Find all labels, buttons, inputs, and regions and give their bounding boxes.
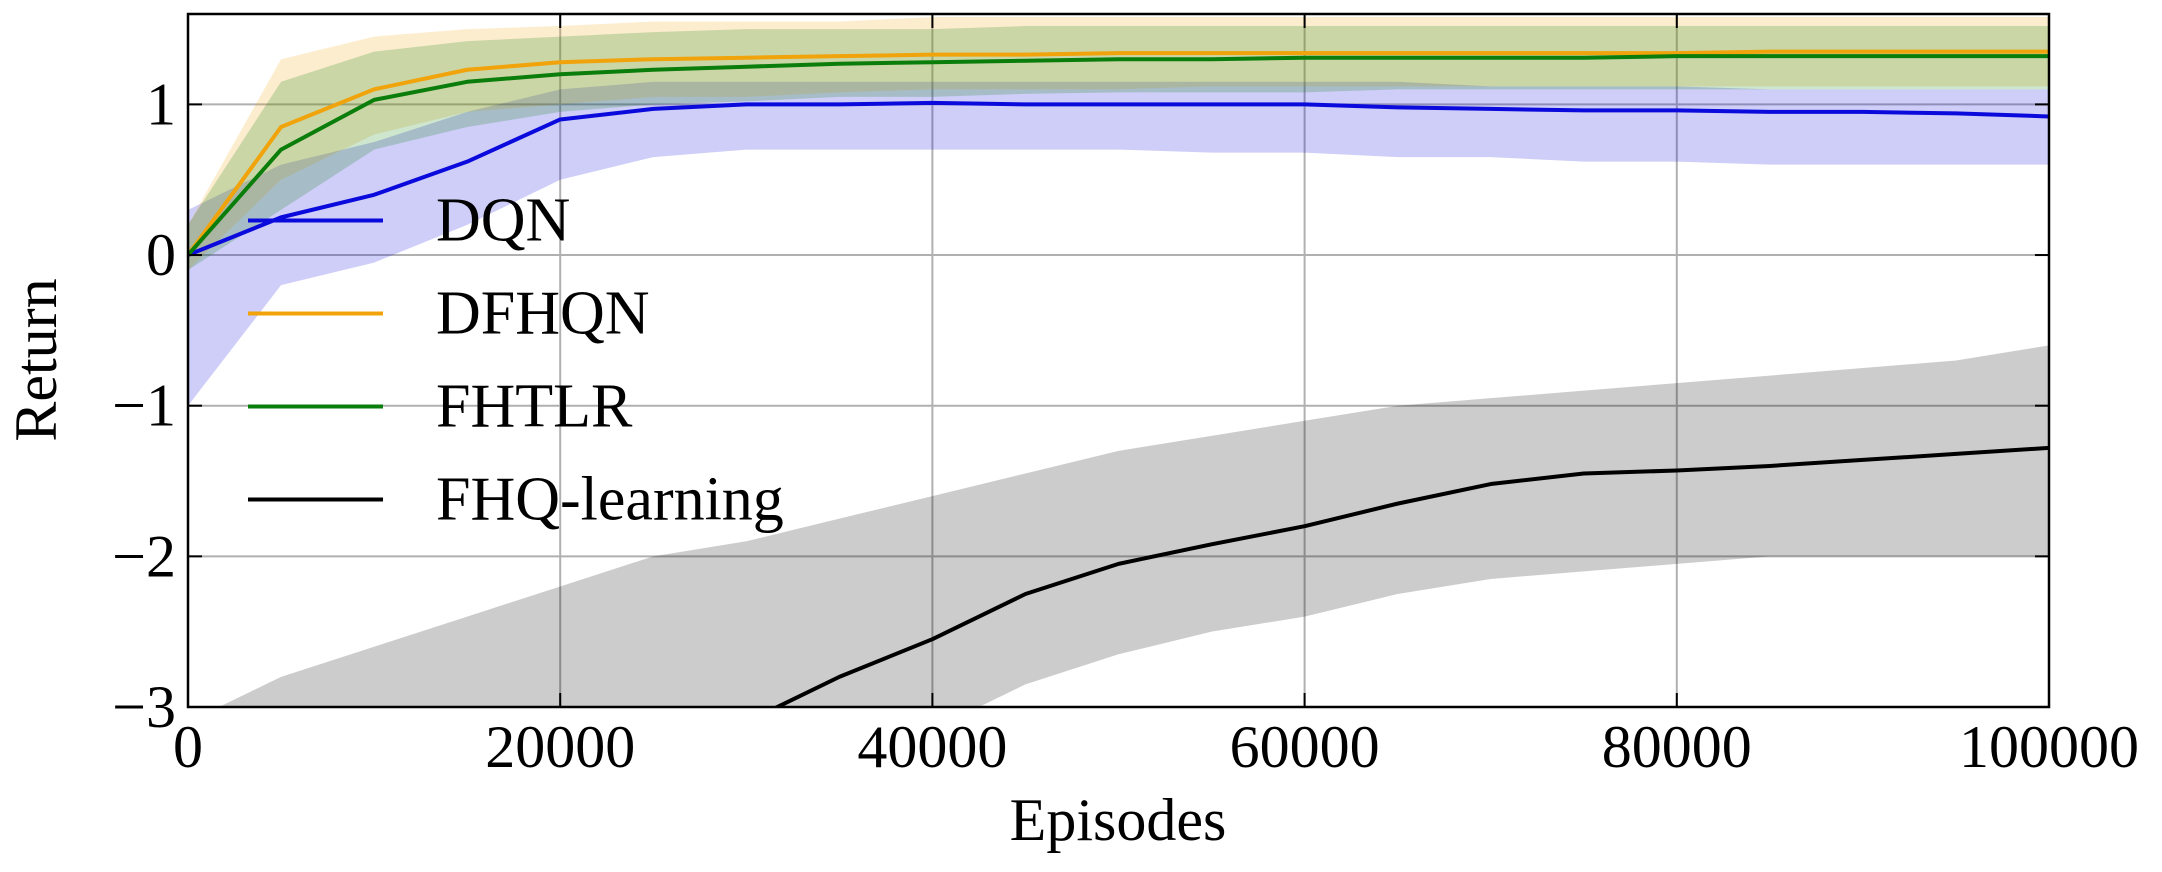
y-tick-label: −3 (112, 674, 176, 740)
legend-label: FHQ-learning (436, 466, 784, 534)
x-tick-label: 100000 (1959, 714, 2139, 780)
line (188, 54, 2049, 257)
x-tick-label: 20000 (485, 714, 635, 780)
band (188, 26, 2049, 271)
plot-frame (186, 12, 2051, 709)
x-axis-label: Episodes (1010, 787, 1227, 853)
line (188, 49, 2049, 257)
bands (188, 17, 2049, 707)
y-tick-label: 1 (146, 71, 176, 137)
x-tick-label: 0 (173, 714, 203, 780)
line (772, 445, 2049, 707)
y-tick-label: −2 (112, 523, 176, 589)
legend-label: FHTLR (436, 373, 633, 441)
y-tick-label: 0 (146, 222, 176, 288)
lines (188, 49, 2049, 707)
legend-label: DFHQN (436, 280, 650, 348)
y-tick-label: −1 (112, 373, 176, 439)
axes: −3 −2 −1 0 1 0 20000 40000 60000 80000 100000 (112, 12, 2139, 780)
band (188, 17, 2049, 271)
band (219, 345, 2049, 707)
x-tick-label: 60000 (1230, 714, 1380, 780)
x-tick-label: 80000 (1602, 714, 1752, 780)
y-axis-label: Return (3, 278, 69, 441)
band (188, 81, 2049, 406)
legend: DQN DFHQN FHTLR FHQ-learning (248, 187, 784, 534)
x-tick-label: 40000 (857, 714, 1007, 780)
legend-label: DQN (436, 187, 570, 255)
line (188, 100, 2049, 257)
